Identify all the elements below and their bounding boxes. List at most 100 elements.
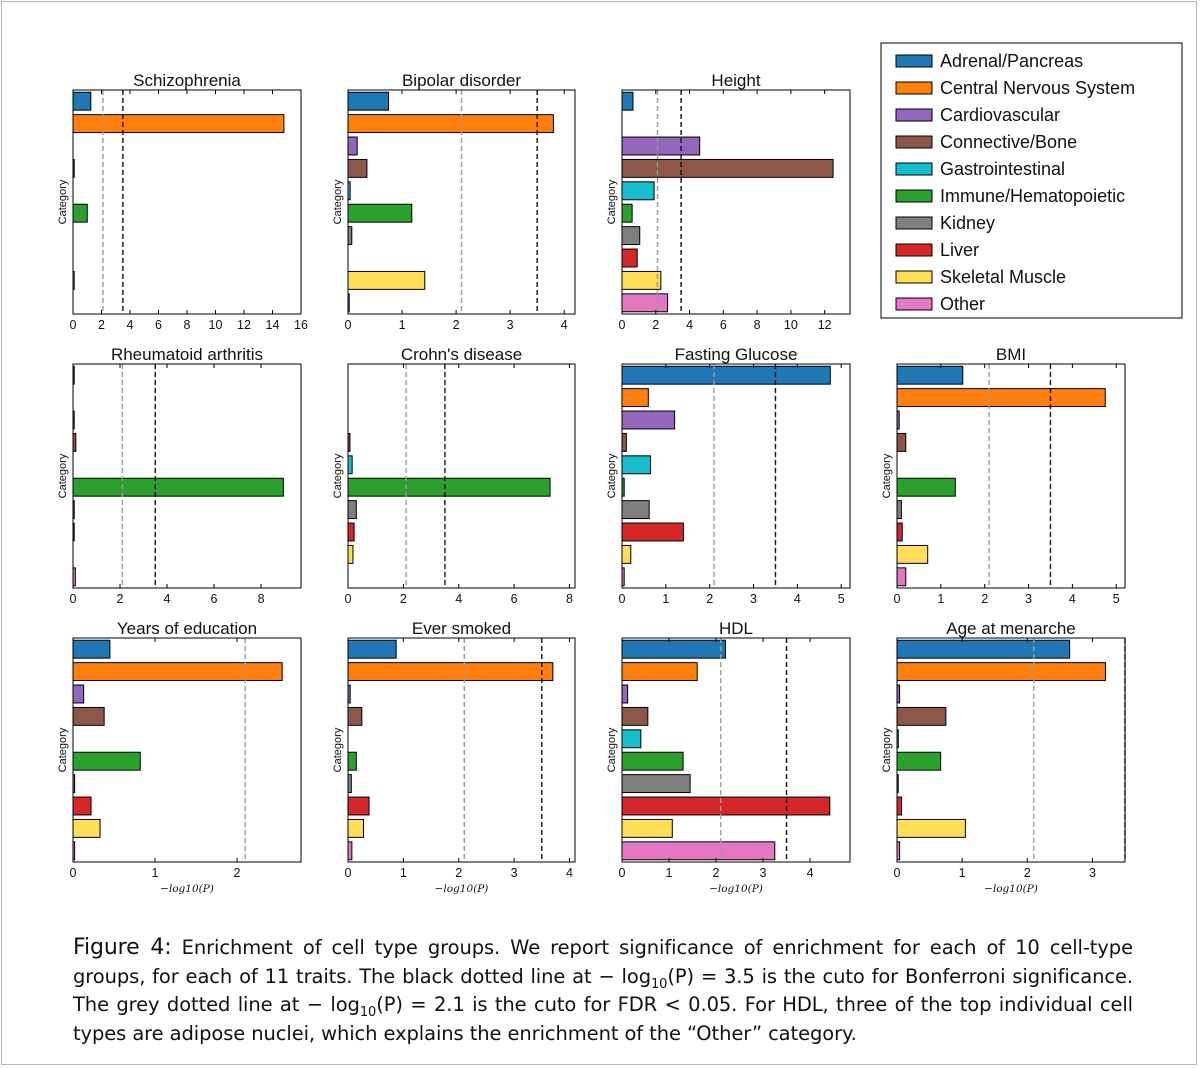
x-tick-label-schizophrenia-0: 0 [70, 318, 77, 332]
panel-schizophrenia: Schizophrenia 0 2 4 6 8 10 12 14 16 Category [57, 71, 308, 332]
caption-text-3: is the cuto for FDR < 0.05. For HDL, thr… [73, 993, 1133, 1045]
x-tick-label-height-4: 4 [686, 318, 693, 332]
legend-swatch-adrenal-pancreas [895, 54, 933, 68]
bar-years-of-education-adrenal-pancreas [72, 639, 111, 659]
caption-math-bonferroni: − log10(P) = 3.5 [598, 964, 755, 992]
axes-frame-years-of-education [72, 637, 302, 863]
panel-title-ever-smoked: Ever smoked [412, 619, 511, 638]
bar-crohn-s-disease-liver [347, 522, 355, 542]
bar-ever-smoked-central-nervous-system [347, 662, 554, 682]
bar-fasting-glucose-adrenal-pancreas [621, 365, 831, 385]
bar-hdl-cardiovascular [621, 684, 629, 704]
bar-ever-smoked-immune-hematopoietic [347, 751, 357, 771]
y-axis-label-bipolar-disorder: Category [332, 179, 344, 224]
x-tick-label-height-12: 12 [818, 318, 832, 332]
x-axis-label-age-at-menarche: −log10(P) [984, 883, 1038, 895]
x-tick-label-ever-smoked-2: 2 [455, 866, 462, 880]
figure-caption: Figure 4: Enrichment of cell type groups… [73, 934, 1133, 1048]
x-tick-label-rheumatoid-arthritis-4: 4 [164, 592, 171, 606]
x-tick-label-ever-smoked-4: 4 [566, 866, 573, 880]
x-tick-label-height-2: 2 [652, 318, 659, 332]
bar-ever-smoked-connective-bone [347, 706, 363, 726]
bar-crohn-s-disease-immune-hematopoietic [347, 477, 551, 497]
x-tick-label-schizophrenia-12: 12 [237, 318, 251, 332]
axes-frame-bipolar-disorder [347, 89, 576, 315]
bar-bipolar-disorder-skeletal-muscle [347, 270, 426, 290]
caption-math-fdr: − log10(P) = 2.1 [306, 993, 465, 1020]
y-axis-label-ever-smoked: Category [332, 727, 344, 772]
legend-swatch-liver [895, 243, 933, 257]
y-axis-label-years-of-education: Category [57, 727, 69, 772]
bar-bmi-immune-hematopoietic [896, 477, 956, 497]
bar-years-of-education-skeletal-muscle [72, 818, 101, 838]
bar-hdl-liver [621, 796, 831, 816]
x-tick-label-crohn-s-disease-0: 0 [345, 592, 352, 606]
x-tick-label-schizophrenia-6: 6 [155, 318, 162, 332]
y-axis-label-schizophrenia: Category [57, 179, 69, 224]
bar-ever-smoked-other [347, 841, 353, 861]
panel-height: Height 0 2 4 6 8 10 12 Category [606, 71, 851, 332]
x-axis-label-ever-smoked: −log10(P) [435, 883, 489, 895]
bar-height-immune-hematopoietic [621, 203, 633, 223]
bar-bmi-other [896, 567, 907, 587]
bar-ever-smoked-adrenal-pancreas [347, 639, 397, 659]
x-tick-label-ever-smoked-1: 1 [400, 866, 407, 880]
bar-bmi-connective-bone [896, 432, 907, 452]
x-tick-label-years-of-education-2: 2 [234, 866, 241, 880]
bar-schizophrenia-adrenal-pancreas [72, 91, 92, 111]
panel-title-schizophrenia: Schizophrenia [133, 71, 241, 90]
x-tick-label-age-at-menarche-1: 1 [959, 866, 966, 880]
x-tick-label-hdl-2: 2 [713, 866, 720, 880]
bar-hdl-adrenal-pancreas [621, 639, 726, 659]
bar-fasting-glucose-connective-bone [621, 432, 627, 452]
y-axis-label-hdl: Category [606, 727, 618, 772]
bar-age-at-menarche-central-nervous-system [896, 662, 1106, 682]
bar-hdl-skeletal-muscle [621, 818, 673, 838]
bar-ever-smoked-liver [347, 796, 370, 816]
legend-label-other: Other [940, 294, 985, 314]
legend-label-cardiovascular: Cardiovascular [940, 105, 1060, 125]
panel-years-of-education: Years of education 0 1 2 Category −log10(P) [57, 619, 302, 895]
x-tick-label-fasting-glucose-5: 5 [838, 592, 845, 606]
bar-bipolar-disorder-immune-hematopoietic [347, 203, 413, 223]
bar-fasting-glucose-gastrointestinal [621, 455, 651, 475]
axes-frame-rheumatoid-arthritis [72, 363, 302, 589]
panel-title-years-of-education: Years of education [117, 619, 257, 638]
bar-hdl-other [621, 841, 776, 861]
axes-frame-bmi [896, 363, 1126, 589]
y-axis-label-age-at-menarche: Category [881, 727, 893, 772]
x-tick-label-fasting-glucose-1: 1 [662, 592, 669, 606]
legend-swatch-central-nervous-system [895, 81, 933, 95]
bar-bmi-liver [896, 522, 903, 542]
bar-age-at-menarche-connective-bone [896, 706, 947, 726]
bar-rheumatoid-arthritis-immune-hematopoietic [72, 477, 284, 497]
legend-label-gastrointestinal: Gastrointestinal [940, 159, 1065, 179]
bar-fasting-glucose-kidney [621, 500, 650, 520]
x-tick-label-crohn-s-disease-8: 8 [566, 592, 573, 606]
y-axis-label-crohn-s-disease: Category [332, 453, 344, 498]
x-tick-label-hdl-1: 1 [666, 866, 673, 880]
x-tick-label-height-0: 0 [619, 318, 626, 332]
y-axis-label-fasting-glucose: Category [606, 453, 618, 498]
bar-bipolar-disorder-cardiovascular [347, 136, 358, 156]
x-tick-label-bmi-4: 4 [1069, 592, 1076, 606]
y-axis-label-bmi: Category [881, 453, 893, 498]
x-tick-label-schizophrenia-8: 8 [184, 318, 191, 332]
panel-bipolar-disorder: Bipolar disorder 0 1 2 3 4 Category [332, 71, 576, 332]
x-tick-label-bipolar-disorder-0: 0 [345, 318, 352, 332]
bar-height-adrenal-pancreas [621, 91, 634, 111]
x-tick-label-height-6: 6 [720, 318, 727, 332]
axes-frame-crohn-s-disease [347, 363, 576, 589]
x-tick-label-rheumatoid-arthritis-8: 8 [258, 592, 265, 606]
bar-bmi-adrenal-pancreas [896, 365, 964, 385]
x-tick-label-years-of-education-0: 0 [70, 866, 77, 880]
bar-age-at-menarche-immune-hematopoietic [896, 751, 942, 771]
x-tick-label-hdl-0: 0 [619, 866, 626, 880]
panel-bmi: BMI 0 1 2 3 4 5 Category [881, 345, 1126, 606]
panel-title-crohn-s-disease: Crohn's disease [401, 345, 522, 364]
legend-swatch-gastrointestinal [895, 162, 933, 176]
x-tick-label-fasting-glucose-4: 4 [794, 592, 801, 606]
x-tick-label-bipolar-disorder-1: 1 [399, 318, 406, 332]
